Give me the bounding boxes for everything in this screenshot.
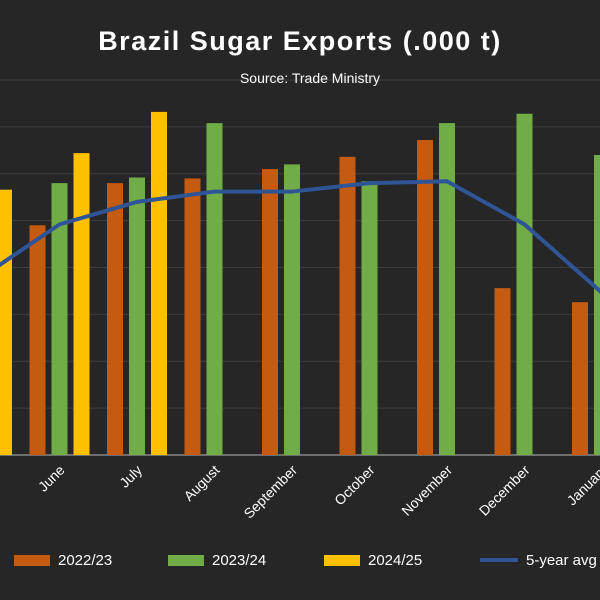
x-tick-label-september: September xyxy=(240,462,300,522)
x-tick-label-august: August xyxy=(180,462,222,504)
bar-2024-25-july xyxy=(151,111,167,455)
x-tick-label-july: July xyxy=(116,462,145,491)
legend-swatch-5-year-avg xyxy=(480,558,518,562)
bar-2024-25-may xyxy=(0,189,12,455)
series-line-5-year-avg xyxy=(0,179,600,294)
bar-2022-23-june xyxy=(29,225,46,455)
legend-swatch-2023-24 xyxy=(168,554,204,566)
x-tick-label-june: June xyxy=(35,462,68,495)
average-line xyxy=(0,179,600,294)
legend-label: 2022/23 xyxy=(58,551,113,569)
x-tick-label-november: November xyxy=(398,462,455,519)
chart-subtitle: Source: Trade Ministry xyxy=(239,70,381,86)
legend-item-2022-23: 2022/23 xyxy=(14,548,112,572)
bar-2022-23-january xyxy=(572,302,588,455)
bar-2023-24-august xyxy=(206,123,223,455)
bar-2023-24-june xyxy=(51,183,68,455)
legend-label: 2023/24 xyxy=(212,551,267,569)
bar-2023-24-january xyxy=(594,155,600,455)
bar-2022-23-october xyxy=(339,156,356,455)
bar-2022-23-september xyxy=(262,169,278,455)
legend-swatch-2024-25 xyxy=(324,554,360,566)
bar-2023-24-september xyxy=(284,164,300,455)
bar-2022-23-december xyxy=(494,288,511,455)
bar-2022-23-november xyxy=(417,140,433,455)
bar-2022-23-august xyxy=(184,178,201,455)
bar-2023-24-december xyxy=(516,113,533,455)
bar-2022-23-july xyxy=(107,183,123,455)
x-axis-labels: June July August September October November De… xyxy=(35,462,600,522)
legend-swatch-2022-23 xyxy=(14,554,50,566)
legend-label: 5-year avg xyxy=(526,551,597,569)
legend-item-2024-25: 2024/25 xyxy=(324,548,422,572)
bars xyxy=(0,111,600,455)
x-tick-label-january: January xyxy=(564,462,600,509)
legend-label: 2024/25 xyxy=(368,551,423,569)
x-tick-label-october: October xyxy=(331,462,378,509)
bar-2023-24-november xyxy=(439,123,455,455)
legend-item-2023-24: 2023/24 xyxy=(168,548,266,572)
bar-2023-24-october xyxy=(361,181,378,455)
x-tick-label-december: December xyxy=(476,462,533,519)
bar-2023-24-july xyxy=(129,177,145,455)
legend-item-5-year-avg: 5-year avg xyxy=(480,548,597,572)
chart-title: Brazil Sugar Exports (.000 t) xyxy=(98,26,502,56)
legend: 2022/23 2023/24 2024/25 5-year avg xyxy=(0,548,600,572)
bar-2024-25-june xyxy=(73,153,90,455)
